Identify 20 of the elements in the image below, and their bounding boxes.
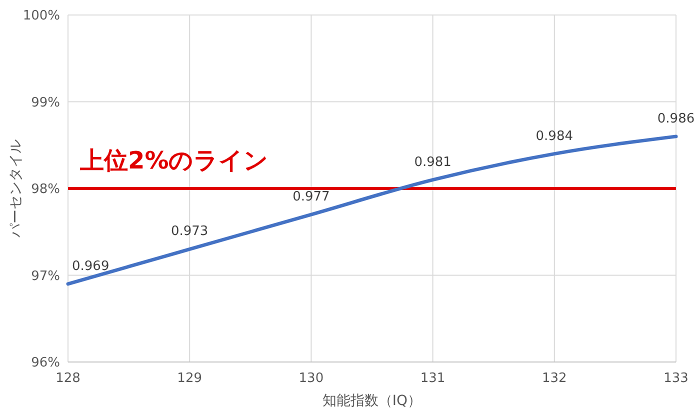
x-axis-title: 知能指数（IQ） <box>322 393 422 409</box>
data-label: 0.986 <box>657 111 695 126</box>
x-tick-label: 131 <box>420 371 446 386</box>
data-label: 0.973 <box>170 224 208 240</box>
y-tick-label: 96% <box>31 356 60 371</box>
data-label: 0.981 <box>414 154 452 170</box>
y-tick-label: 97% <box>31 268 60 284</box>
x-tick-label: 133 <box>664 371 688 386</box>
data-label: 0.984 <box>536 128 574 144</box>
data-label: 0.977 <box>292 190 330 205</box>
x-tick-label: 129 <box>177 371 202 386</box>
x-tick-label: 132 <box>542 371 567 386</box>
ref-line-label: 上位2%のライン <box>79 146 269 174</box>
x-tick-label: 128 <box>56 371 80 386</box>
y-tick-label: 98% <box>31 182 60 198</box>
y-axis-title: パーセンタイル <box>8 140 24 238</box>
y-tick-label: 100% <box>22 8 60 24</box>
data-label: 0.969 <box>72 258 110 274</box>
x-tick-label: 130 <box>298 371 324 386</box>
y-tick-label: 99% <box>31 95 60 110</box>
